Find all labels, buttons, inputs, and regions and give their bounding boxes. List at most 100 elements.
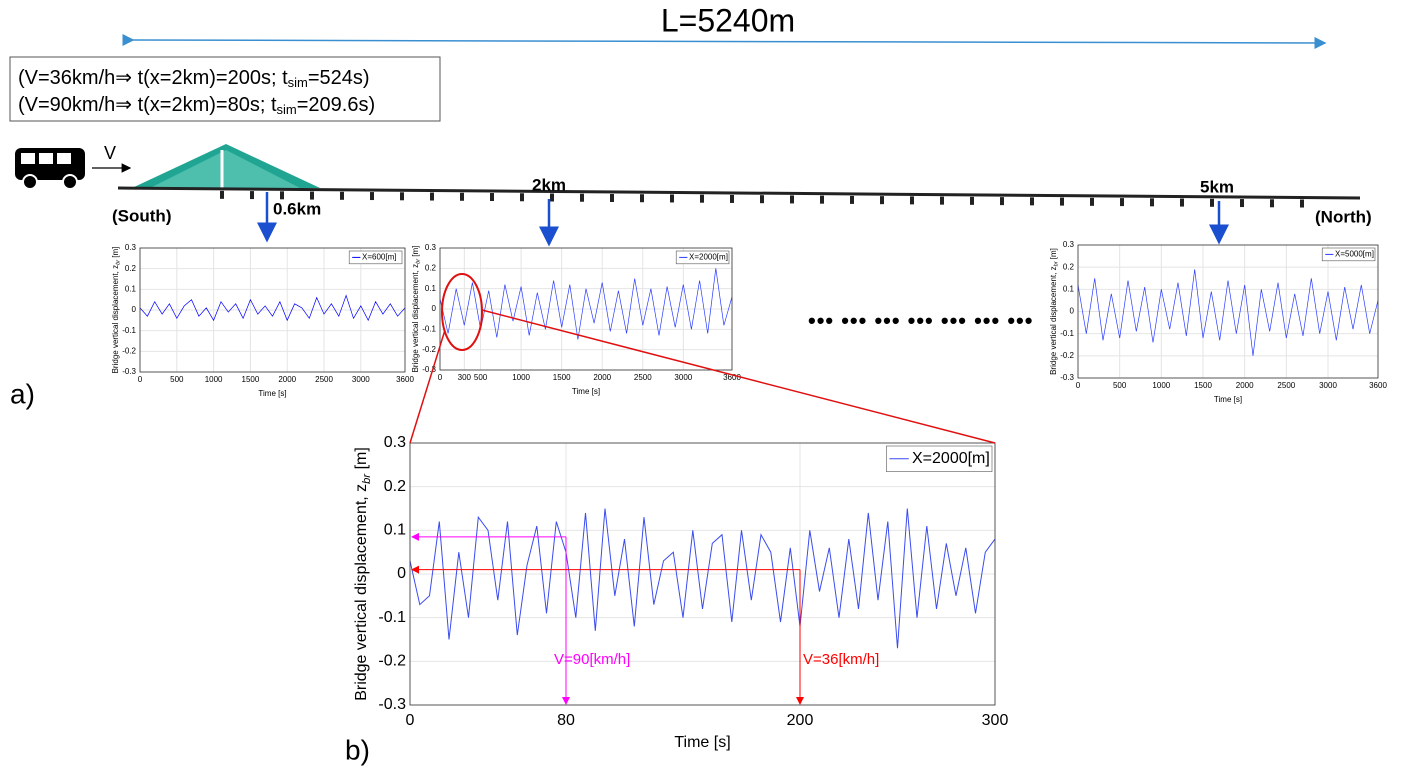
x-tick-label: 1500 [242,375,260,384]
y-label-main: Bridge vertical displacement, z [353,484,370,701]
y-tick-label: 0 [132,305,137,314]
pier [490,193,494,202]
y-tick-label: -0.2 [1060,351,1074,360]
chart: -0.3 -0.2 -0.1 0 0.1 0.2 0.3 0 300 500 1000 1500 200… [411,243,741,396]
y-label-unit: [m] [111,247,120,260]
annotation-label: V=36[km/h] [803,651,879,668]
bus-icon [15,148,85,190]
legend-label: X=600[m] [362,253,396,262]
pier [820,195,824,204]
location-label: 2km [532,175,566,194]
y-label-unit: [m] [1049,248,1058,261]
y-tick-label: 0 [1070,307,1075,316]
y-tick-label: 0.3 [425,243,437,252]
condition: (V=36km/h⇒ t(x=2km)=200s; tsim=524s) [18,67,370,90]
x-tick-label: 300 [458,373,472,382]
y-tick-label: 0.1 [384,522,406,539]
y-tick-label: -0.2 [122,346,136,355]
pier [1120,198,1124,207]
pier [1210,198,1214,207]
axes-frame [409,442,996,706]
pier [430,192,434,201]
chart: -0.3 -0.2 -0.1 0 0.1 0.2 0.3 0 80 200 300 Time [s] B… [353,434,1008,751]
x-axis-label: Time [s] [258,389,286,398]
x-tick-label: 1000 [205,375,223,384]
chart: -0.3 -0.2 -0.1 0 0.1 0.2 0.3 0 500 1000 1500 2000 25… [1049,240,1387,404]
x-tick-label: 3600 [1369,381,1387,390]
zoom-line [409,329,446,444]
y-tick-label: 0.3 [125,243,137,252]
pier [580,193,584,202]
ellipsis: ••• ••• ••• ••• ••• ••• ••• [808,308,1033,333]
data-line [409,508,996,649]
y-tick-label: 0.3 [384,434,406,451]
y-tick-label: 0.1 [1063,284,1075,293]
pier [850,195,854,204]
x-tick-label: 2000 [1236,381,1254,390]
legend-label: X=2000[m] [912,450,990,467]
y-tick-label: 0 [432,304,437,313]
condition-tail: =524s) [308,67,370,89]
condition-text: (V=90km/h⇒ t(x=2km)=80s; t [18,94,277,116]
x-tick-label: 500 [170,375,184,384]
condition-sub: sim [288,75,308,90]
pier [550,193,554,202]
y-label-main: Bridge vertical displacement, z [111,265,120,374]
x-tick-label: 0 [138,375,143,384]
pier [250,191,254,200]
y-axis-label: Bridge vertical displacement, zbr [m] [411,246,422,373]
pier [670,194,674,203]
y-tick-label: 0.1 [125,284,137,293]
x-tick-label: 3600 [723,373,741,382]
y-tick-label: -0.1 [422,324,436,333]
pier [940,196,944,205]
y-tick-label: 0.2 [125,264,137,273]
axes-frame [1077,244,1379,379]
x-axis-label: Time [s] [674,734,730,751]
y-axis-label: Bridge vertical displacement, zbr [m] [111,247,122,374]
pier [1300,199,1304,208]
condition-sub: sim [277,102,297,117]
legend-label: X=2000[m] [689,253,728,262]
zoom-circle [441,273,483,351]
x-tick-label: 1500 [553,373,571,382]
pier [370,192,374,201]
y-label-unit: [m] [411,246,420,259]
pier [700,194,704,203]
data-line [1077,269,1379,356]
y-label-sub: br [361,473,373,484]
pier [280,191,284,200]
x-tick-label: 300 [982,712,1009,729]
x-axis-label: Time [s] [1214,395,1242,404]
pier [220,190,224,199]
x-tick-label: 2000 [593,373,611,382]
legend-label: X=5000[m] [1335,250,1374,259]
length-arrow [122,33,1327,49]
x-tick-label: 500 [1113,381,1127,390]
pier [400,192,404,201]
y-tick-label: -0.3 [422,365,436,374]
x-tick-label: 1500 [1194,381,1212,390]
location-label: 0.6km [273,199,321,218]
pier [1060,197,1064,206]
x-tick-label: 2000 [278,375,296,384]
y-tick-label: -0.1 [122,326,136,335]
pier [310,191,314,200]
pier [910,196,914,205]
y-tick-label: 0 [397,565,406,582]
x-tick-label: 3000 [674,373,692,382]
y-tick-label: -0.1 [378,609,406,626]
pier [1000,197,1004,206]
x-tick-label: 2500 [1277,381,1295,390]
chart: -0.3 -0.2 -0.1 0 0.1 0.2 0.3 0 500 1000 1500 2000 25… [111,243,414,398]
y-tick-label: -0.3 [378,696,406,713]
panel-label: a) [10,378,35,409]
pier [640,194,644,203]
pier [970,196,974,205]
x-tick-label: 80 [557,712,575,729]
data-line [439,268,733,340]
condition-tail: =209.6s) [297,94,375,116]
x-axis-label: Time [s] [572,387,600,396]
